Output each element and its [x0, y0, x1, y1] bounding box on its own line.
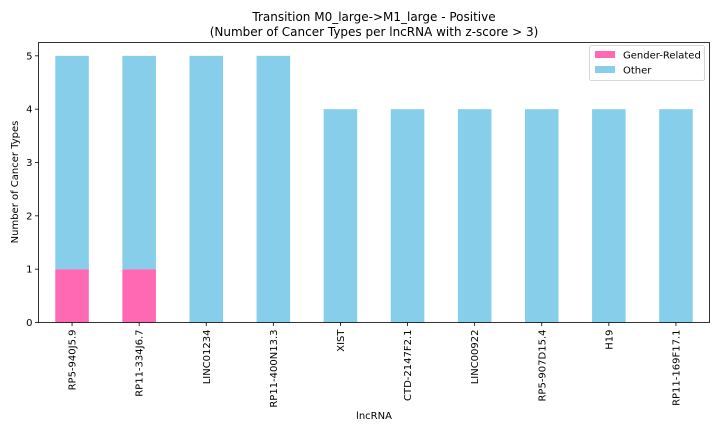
x-tick-label: RP11-334J6.7 [135, 330, 146, 397]
legend: Gender-Related Other [589, 45, 705, 81]
x-tick-label: RP5-940J5.9 [68, 330, 79, 391]
x-tick-label: CTD-2147F2.1 [403, 330, 414, 402]
y-tick-label: 2 [26, 211, 32, 222]
x-axis-ticks: RP5-940J5.9 RP11-334J6.7 LINC01234 RP11-400… [68, 322, 682, 408]
bar-other-4 [323, 109, 358, 323]
legend-swatch-other [595, 66, 615, 73]
bar-other-9 [659, 109, 693, 323]
y-axis-ticks: 0 1 2 3 4 5 [26, 51, 39, 329]
x-axis-label: lncRNA [356, 411, 392, 422]
x-tick-label: LINC01234 [202, 330, 213, 385]
legend-label-gender-related: Gender-Related [623, 51, 701, 62]
bar-gender-related-1 [122, 269, 156, 323]
bar-group [55, 55, 693, 323]
bar-other-6 [457, 109, 492, 323]
x-tick-label: RP11-400N13.3 [269, 330, 280, 408]
chart-title: Transition M0_large->M1_large - Positive [251, 10, 495, 24]
bar-gender-related-0 [55, 269, 89, 323]
legend-swatch-gender-related [595, 51, 615, 58]
x-tick-label: RP11-169F17.1 [671, 330, 682, 406]
x-tick-label: RP5-907D15.4 [537, 330, 548, 402]
y-tick-label: 3 [26, 158, 32, 169]
y-tick-label: 1 [26, 265, 32, 276]
chart-subtitle: (Number of Cancer Types per lncRNA with … [210, 25, 539, 39]
y-tick-label: 5 [26, 51, 32, 62]
legend-label-other: Other [623, 66, 652, 77]
bar-other-7 [524, 109, 559, 323]
plot-frame [38, 42, 710, 323]
bar-other-5 [390, 109, 425, 323]
y-axis-label: Number of Cancer Types [10, 121, 21, 244]
bar-other-1 [122, 55, 156, 270]
bar-other-0 [55, 55, 89, 270]
x-tick-label: LINC00922 [470, 330, 481, 385]
y-tick-label: 0 [26, 318, 32, 329]
x-tick-label: XIST [336, 329, 347, 352]
legend-box [589, 45, 705, 81]
bar-other-8 [592, 109, 626, 323]
bar-other-3 [256, 55, 291, 323]
bar-other-2 [189, 55, 224, 323]
y-tick-label: 4 [26, 105, 32, 116]
x-tick-label: H19 [604, 330, 615, 350]
